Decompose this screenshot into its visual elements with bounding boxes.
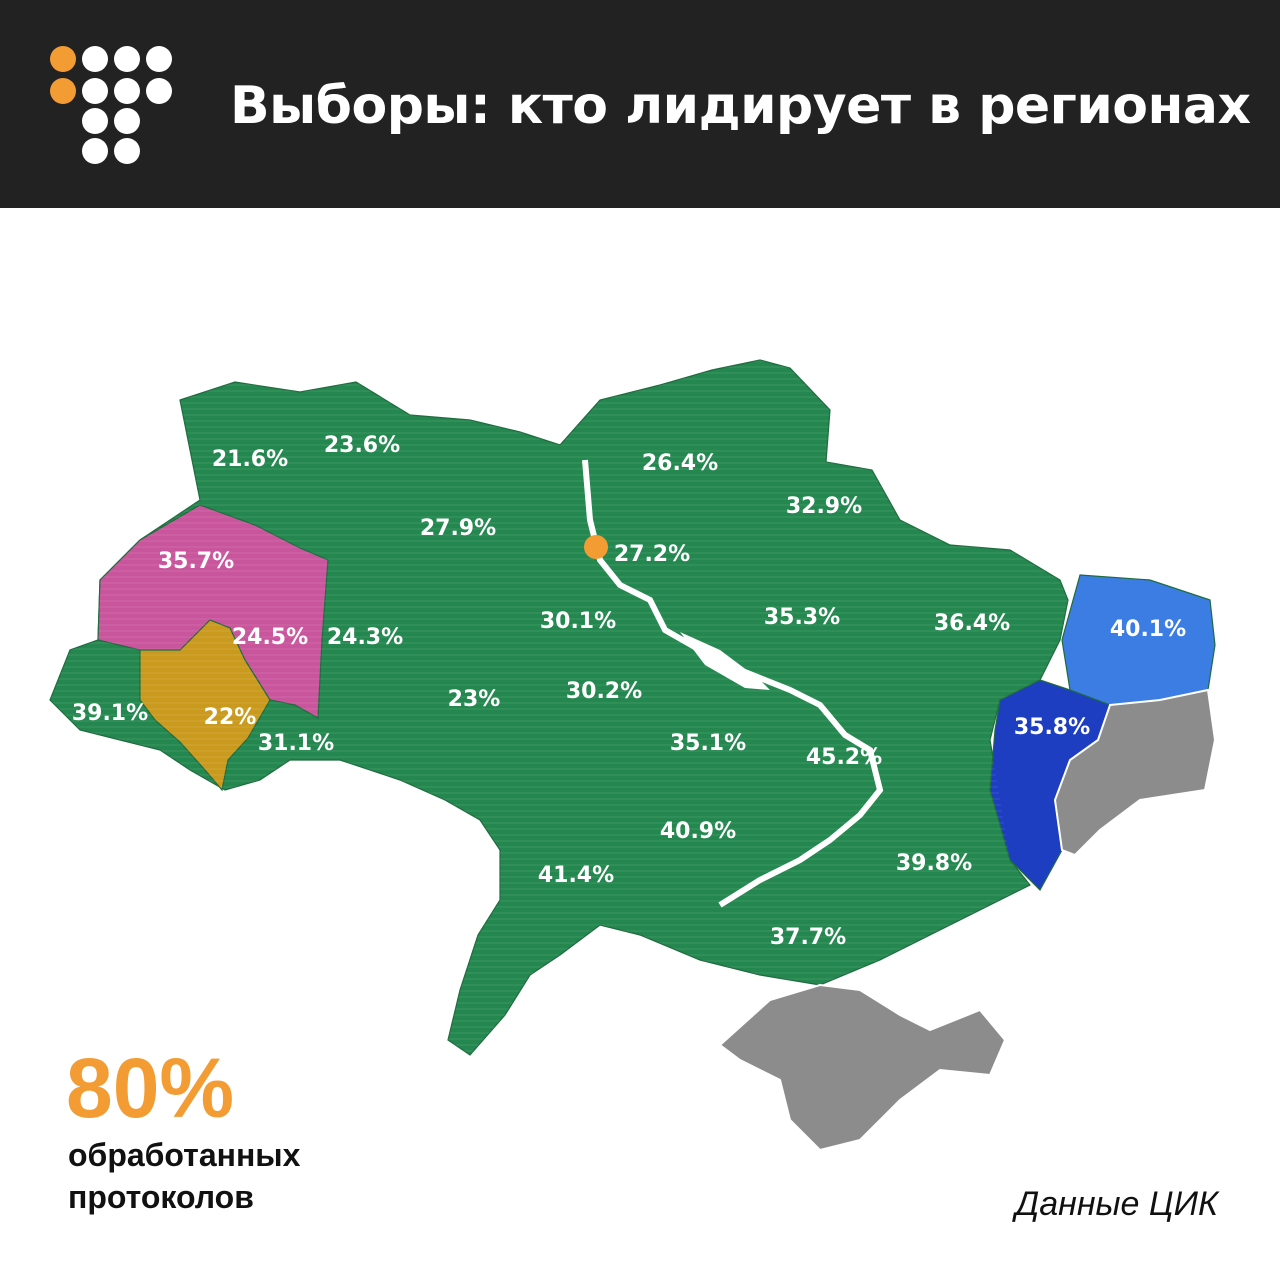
region-label: 39.1% (72, 701, 148, 726)
processed-percent: 80% (66, 1041, 235, 1135)
processed-caption-line1: обработанных (68, 1137, 301, 1173)
region-label: 24.3% (327, 625, 403, 650)
page-title: Выборы: кто лидирует в регионах (230, 76, 1251, 136)
region-label: 30.2% (566, 679, 642, 704)
region-label: 35.1% (670, 731, 746, 756)
region-label: 27.9% (420, 516, 496, 541)
region-label: 35.3% (764, 605, 840, 630)
map-region-no-data-crimea (718, 983, 1007, 1152)
region-label: 27.2% (614, 542, 690, 567)
region-label: 32.9% (786, 494, 862, 519)
region-label: 40.1% (1110, 617, 1186, 642)
region-label: 37.7% (770, 925, 846, 950)
region-label: 30.1% (540, 609, 616, 634)
region-label: 40.9% (660, 819, 736, 844)
map-region-no-data-donbas (1053, 688, 1217, 857)
region-label: 31.1% (258, 731, 334, 756)
ukraine-election-map: 21.6% 23.6% 26.4% 32.9% 27.9% 27.2% 35.7… (49, 359, 1217, 1152)
data-source: Данные ЦИК (1015, 1185, 1218, 1223)
dot-grid-logo-icon (44, 42, 174, 166)
region-label: 23.6% (324, 433, 400, 458)
region-label: 35.7% (158, 549, 234, 574)
region-label: 26.4% (642, 451, 718, 476)
region-label: 41.4% (538, 863, 614, 888)
header-bar: Выборы: кто лидирует в регионах (0, 0, 1280, 208)
processed-caption: обработанных протоколов (68, 1134, 388, 1218)
region-label: 24.5% (232, 625, 308, 650)
processed-caption-line2: протоколов (68, 1179, 254, 1215)
region-label: 23% (448, 687, 501, 712)
region-label: 36.4% (934, 611, 1010, 636)
region-label: 39.8% (896, 851, 972, 876)
region-label: 21.6% (212, 447, 288, 472)
kyiv-capital-marker (584, 535, 608, 559)
region-label: 35.8% (1014, 715, 1090, 740)
region-label: 22% (204, 705, 257, 730)
region-label: 45.2% (806, 745, 882, 770)
